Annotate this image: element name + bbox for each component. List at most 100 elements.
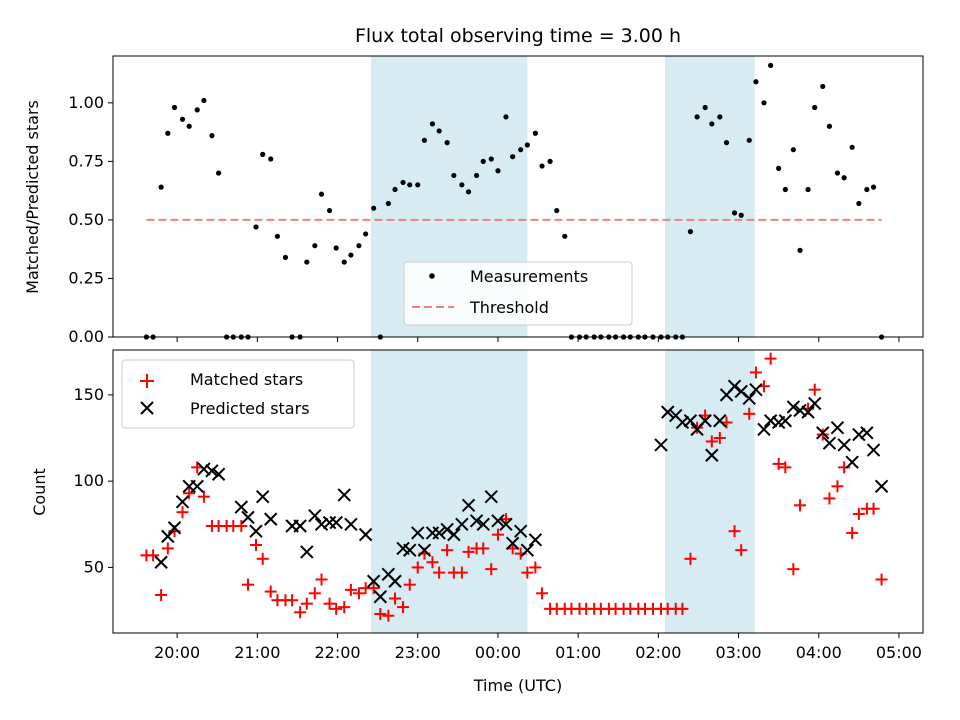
predicted-star-point <box>513 524 528 538</box>
measurement-point <box>694 114 700 120</box>
predicted-star-point <box>469 514 484 528</box>
predicted-star-point <box>698 414 712 428</box>
measurement-point <box>429 121 436 127</box>
predicted-star-point <box>763 414 778 428</box>
measurement-point <box>407 182 413 188</box>
matched-star-point <box>794 499 807 512</box>
matched-star-point <box>155 589 168 602</box>
predicted-star-point <box>190 479 204 494</box>
measurement-point <box>312 243 318 249</box>
predicted-star-point <box>337 488 351 502</box>
measurement-point <box>304 259 310 265</box>
predicted-star-point <box>440 522 454 537</box>
predicted-star-point <box>366 574 381 588</box>
predicted-star-point <box>476 517 490 531</box>
matched-star-point <box>529 561 542 574</box>
measurement-point <box>723 140 730 146</box>
measurement-point <box>171 104 178 111</box>
measurement-point <box>702 104 708 111</box>
predicted-star-point <box>403 543 417 557</box>
predicted-star-point <box>727 379 742 393</box>
matched-star-point <box>147 549 160 562</box>
measurement-point <box>503 114 509 120</box>
predicted-star-point <box>264 512 278 526</box>
measurement-point <box>459 182 465 188</box>
matched-star-point <box>294 606 307 619</box>
matched-star-point <box>183 487 196 500</box>
predicted-star-point <box>757 422 771 437</box>
observing-window <box>665 56 755 337</box>
measurement-point <box>158 184 164 190</box>
matched-star-point <box>352 587 365 600</box>
x-tick-label: 20:00 <box>154 643 200 662</box>
matched-star-point <box>300 597 313 610</box>
x-axis-label: Time (UTC) <box>473 676 562 695</box>
matched-star-point <box>264 585 277 598</box>
ratio-legend-box <box>403 261 633 326</box>
matched-star-point <box>441 544 454 557</box>
measurement-point <box>253 224 259 230</box>
measurement-point <box>260 151 266 157</box>
predicted-star-point <box>388 574 402 588</box>
observing-window <box>665 350 755 633</box>
matched-star-point <box>176 506 189 519</box>
measurement-point <box>518 147 524 153</box>
predicted-star-point <box>167 521 182 535</box>
matched-star-point <box>433 566 446 579</box>
predicted-star-point <box>175 495 190 509</box>
matched-star-point <box>197 490 210 503</box>
legend-dot-icon <box>429 273 435 279</box>
predicted-star-point <box>484 489 498 504</box>
measurement-point <box>473 172 480 179</box>
matched-star-point <box>374 608 387 621</box>
measurement-point <box>790 147 796 153</box>
matched-star-point <box>823 492 836 505</box>
matched-star-point <box>330 602 343 615</box>
predicted-star-point <box>505 536 520 550</box>
y-tick-label: 0.75 <box>68 151 104 170</box>
measurement-point <box>194 107 200 113</box>
predicted-star-point <box>801 405 815 419</box>
matched-star-point <box>676 602 689 615</box>
measurement-point <box>554 207 560 214</box>
matched-star-point <box>344 583 357 596</box>
matched-star-point <box>477 542 490 555</box>
measurement-point <box>547 158 553 164</box>
predicted-star-point <box>154 555 168 569</box>
predicted-star-point <box>786 400 801 414</box>
matched-star-point <box>772 457 785 470</box>
matched-star-point <box>846 526 859 539</box>
predicted-star-point <box>447 527 461 542</box>
measurement-point <box>333 245 339 251</box>
predicted-star-point <box>749 382 763 397</box>
chart-title: Flux total observing time = 3.00 h <box>355 25 681 47</box>
y-tick-label: 0.25 <box>68 268 104 287</box>
y-tick-label: 150 <box>73 385 104 404</box>
matched-star-point <box>684 552 697 565</box>
matched-star-point <box>256 552 269 565</box>
predicted-star-point <box>249 524 263 538</box>
measurement-point <box>186 123 192 129</box>
matched-star-point <box>235 520 248 533</box>
counts-legend: Matched stars Predicted stars <box>121 359 355 429</box>
matched-star-point <box>485 563 498 576</box>
matched-star-point <box>749 366 762 379</box>
measurement-point <box>805 186 811 193</box>
predicted-star-point <box>197 462 211 476</box>
measurement-point <box>717 114 723 120</box>
measurement-point <box>480 158 486 164</box>
observing-window-shading <box>370 350 755 633</box>
matched-star-point <box>403 578 416 591</box>
measurement-point <box>687 229 694 235</box>
measurement-point <box>274 233 281 239</box>
measurement-point <box>834 170 841 176</box>
observing-window <box>370 350 528 633</box>
predicted-star-point <box>329 515 343 530</box>
legend-matched-label: Matched stars <box>190 370 303 389</box>
matched-star-point <box>491 528 504 541</box>
measurement-point <box>392 186 398 193</box>
y-tick-label: 0.50 <box>68 210 104 229</box>
measurement-point <box>761 100 767 106</box>
predicted-star-point <box>205 464 219 478</box>
